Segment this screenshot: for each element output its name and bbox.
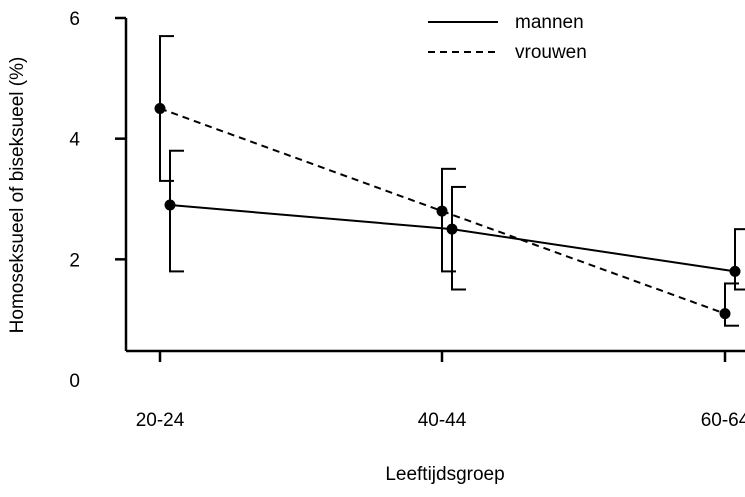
x-tick-label: 60-64: [701, 410, 745, 431]
x-tick-label: 20-24: [136, 410, 185, 431]
x-axis-label: Leeftijdsgroep: [385, 464, 504, 485]
series-vrouwen: [154, 35, 739, 327]
data-point: [446, 223, 458, 235]
data-point: [729, 265, 741, 277]
data-point: [436, 205, 448, 217]
data-point: [154, 103, 166, 114]
y-axis-label: Homoseksueel of biseksueel (%): [7, 57, 28, 334]
legend-label: mannen: [515, 12, 584, 33]
y-tick-label: 4: [69, 130, 80, 151]
series-mannen: [164, 149, 745, 291]
legend-label: vrouwen: [515, 42, 587, 63]
legend: mannen vrouwen: [428, 12, 587, 63]
data-point: [719, 308, 731, 320]
y-tick-label: 0: [69, 371, 80, 392]
ticks: 0 2 4 6 20-24 40-44 60-64: [69, 9, 745, 431]
data-point: [164, 199, 176, 211]
series-layer: [154, 35, 745, 327]
y-tick-label: 2: [69, 250, 80, 271]
y-tick-label: 6: [69, 9, 80, 30]
x-tick-label: 40-44: [418, 410, 467, 431]
